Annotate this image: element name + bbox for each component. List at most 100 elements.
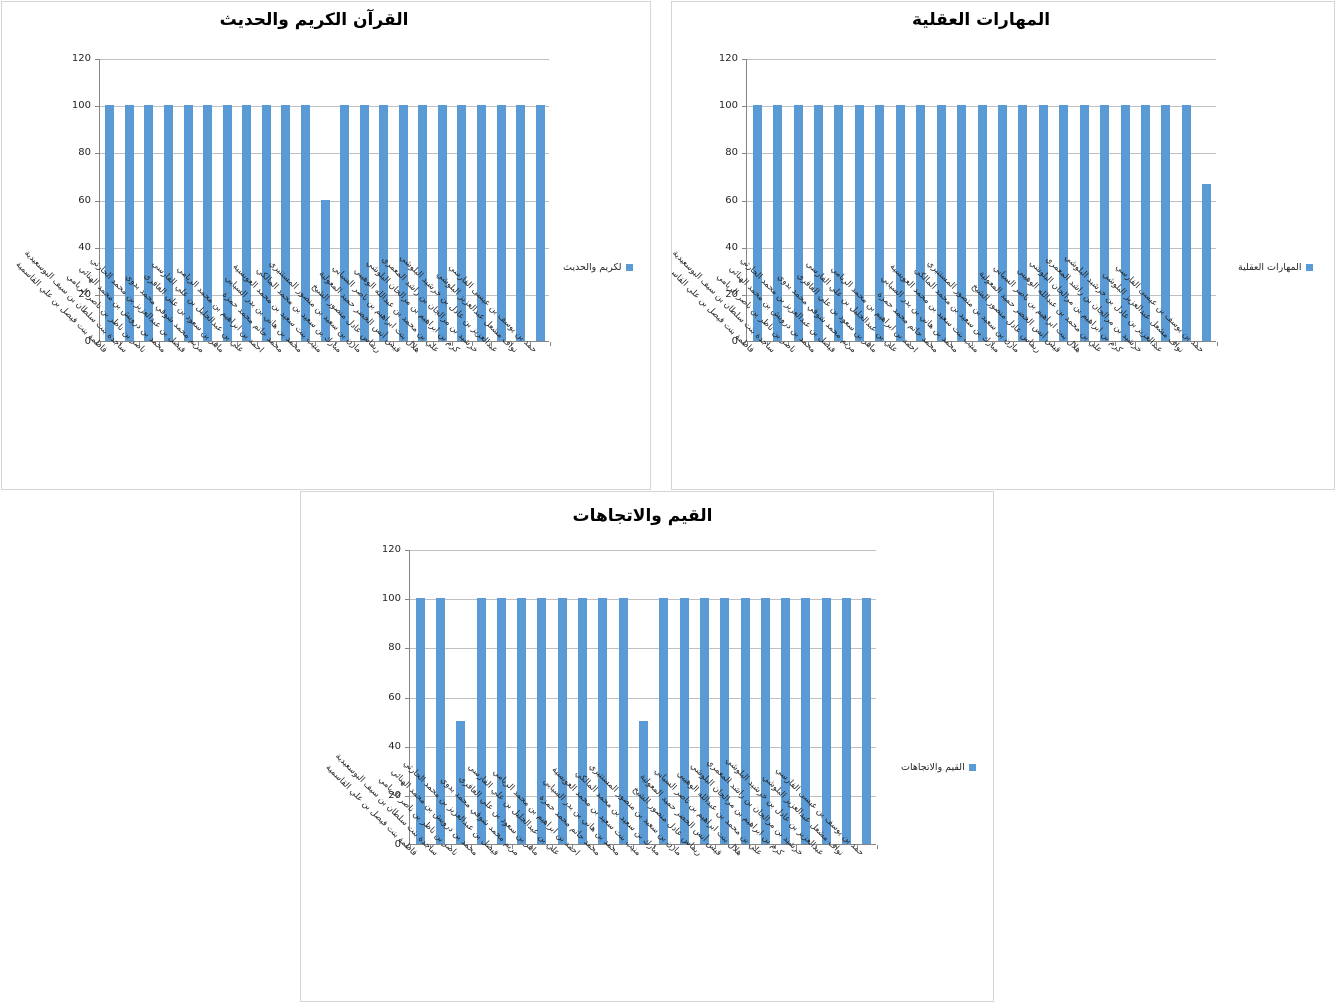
y-axis-label-120: 120: [71, 53, 91, 64]
bar-11[interactable]: [301, 105, 310, 341]
legend[interactable]: لكريم والحديث: [563, 262, 633, 273]
plot-area: [405, 550, 878, 849]
bar-1[interactable]: [753, 105, 762, 341]
bar-1[interactable]: [105, 105, 114, 341]
bar-20[interactable]: [477, 105, 486, 341]
bar-23[interactable]: [536, 105, 545, 341]
bar-17[interactable]: [741, 598, 750, 844]
bar-17[interactable]: [418, 105, 427, 341]
bar-19[interactable]: [781, 598, 790, 844]
x-axis-tick: [217, 342, 218, 346]
x-axis-tick: [715, 845, 716, 849]
x-axis-tick: [674, 845, 675, 849]
bar-20[interactable]: [801, 598, 810, 844]
bar-21[interactable]: [497, 105, 506, 341]
bar-13[interactable]: [998, 105, 1007, 341]
bar-13[interactable]: [659, 598, 668, 844]
bar-22[interactable]: [842, 598, 851, 844]
chart-mental-skills[interactable]: المهارات العقلية المهارات العقلية 120 100…: [671, 1, 1335, 490]
bar-2[interactable]: [436, 598, 445, 844]
x-axis-tick: [1094, 342, 1095, 346]
bar-23[interactable]: [1202, 183, 1211, 341]
bar-6[interactable]: [517, 598, 526, 844]
chart-values-attitudes[interactable]: القيم والاتجاهات القيم والاتجاهات 120 100…: [300, 491, 994, 1002]
bar-7[interactable]: [875, 105, 884, 341]
bar-15[interactable]: [700, 598, 709, 844]
x-axis-tick: [452, 342, 453, 346]
bar-14[interactable]: [1018, 105, 1027, 341]
y-axis-tick: [405, 648, 409, 649]
bar-5[interactable]: [184, 105, 193, 341]
bar-18[interactable]: [438, 105, 447, 341]
bar-19[interactable]: [457, 105, 466, 341]
x-axis-tick: [550, 342, 551, 346]
x-axis-tick: [877, 845, 878, 849]
bar-8[interactable]: [558, 598, 567, 844]
bar-1[interactable]: [416, 598, 425, 844]
bar-12[interactable]: [639, 721, 648, 844]
bar-11[interactable]: [619, 598, 628, 844]
x-axis-tick: [430, 845, 431, 849]
bar-10[interactable]: [598, 598, 607, 844]
legend-series-marker-icon: [968, 764, 976, 771]
bar-14[interactable]: [360, 105, 369, 341]
bar-7[interactable]: [223, 105, 232, 341]
bar-15[interactable]: [1039, 105, 1048, 341]
bar-17[interactable]: [1080, 105, 1089, 341]
bar-3[interactable]: [144, 105, 153, 341]
x-axis-tick: [931, 342, 932, 346]
legend[interactable]: المهارات العقلية: [1238, 262, 1313, 273]
bar-12[interactable]: [978, 105, 987, 341]
bar-22[interactable]: [1182, 105, 1191, 341]
bar-5[interactable]: [834, 105, 843, 341]
bar-20[interactable]: [1141, 105, 1150, 341]
bar-13[interactable]: [340, 105, 349, 341]
bar-15[interactable]: [379, 105, 388, 341]
bar-3[interactable]: [794, 105, 803, 341]
bar-22[interactable]: [516, 105, 525, 341]
bar-4[interactable]: [477, 598, 486, 844]
bar-2[interactable]: [125, 105, 134, 341]
bar-8[interactable]: [242, 105, 251, 341]
bar-18[interactable]: [761, 598, 770, 844]
bar-23[interactable]: [862, 598, 871, 844]
x-axis-tick: [808, 342, 809, 346]
y-axis-label-80: 80: [725, 147, 738, 158]
bar-10[interactable]: [281, 105, 290, 341]
bar-16[interactable]: [1059, 105, 1068, 341]
bar-8[interactable]: [896, 105, 905, 341]
bar-9[interactable]: [262, 105, 271, 341]
x-axis-tick: [410, 845, 411, 849]
bar-6[interactable]: [855, 105, 864, 341]
bar-4[interactable]: [164, 105, 173, 341]
bar-21[interactable]: [822, 598, 831, 844]
bar-16[interactable]: [399, 105, 408, 341]
chart-title: المهارات العقلية: [911, 10, 1051, 30]
bar-5[interactable]: [497, 598, 506, 844]
x-axis-tick: [100, 342, 101, 346]
y-axis-label-60: 60: [725, 195, 738, 206]
chart-quran-hadith[interactable]: القرآن الكريم والحديث لكريم والحديث 120 1…: [1, 1, 651, 490]
bar-2[interactable]: [773, 105, 782, 341]
bar-21[interactable]: [1161, 105, 1170, 341]
bar-16[interactable]: [720, 598, 729, 844]
y-axis-tick: [95, 59, 99, 60]
bar-6[interactable]: [203, 105, 212, 341]
bar-14[interactable]: [680, 598, 689, 844]
y-axis-tick: [742, 342, 746, 343]
bar-9[interactable]: [578, 598, 587, 844]
bar-19[interactable]: [1121, 105, 1130, 341]
bar-9[interactable]: [916, 105, 925, 341]
x-axis-tick: [747, 342, 748, 346]
gridline-80: [410, 648, 876, 649]
y-axis-label-120: 120: [718, 53, 738, 64]
bar-12[interactable]: [321, 199, 330, 341]
bar-7[interactable]: [537, 598, 546, 844]
legend[interactable]: القيم والاتجاهات: [901, 762, 976, 773]
bar-10[interactable]: [937, 105, 946, 341]
bar-3[interactable]: [456, 721, 465, 844]
bar-18[interactable]: [1100, 105, 1109, 341]
bar-4[interactable]: [814, 105, 823, 341]
bar-11[interactable]: [957, 105, 966, 341]
y-axis-tick: [742, 153, 746, 154]
